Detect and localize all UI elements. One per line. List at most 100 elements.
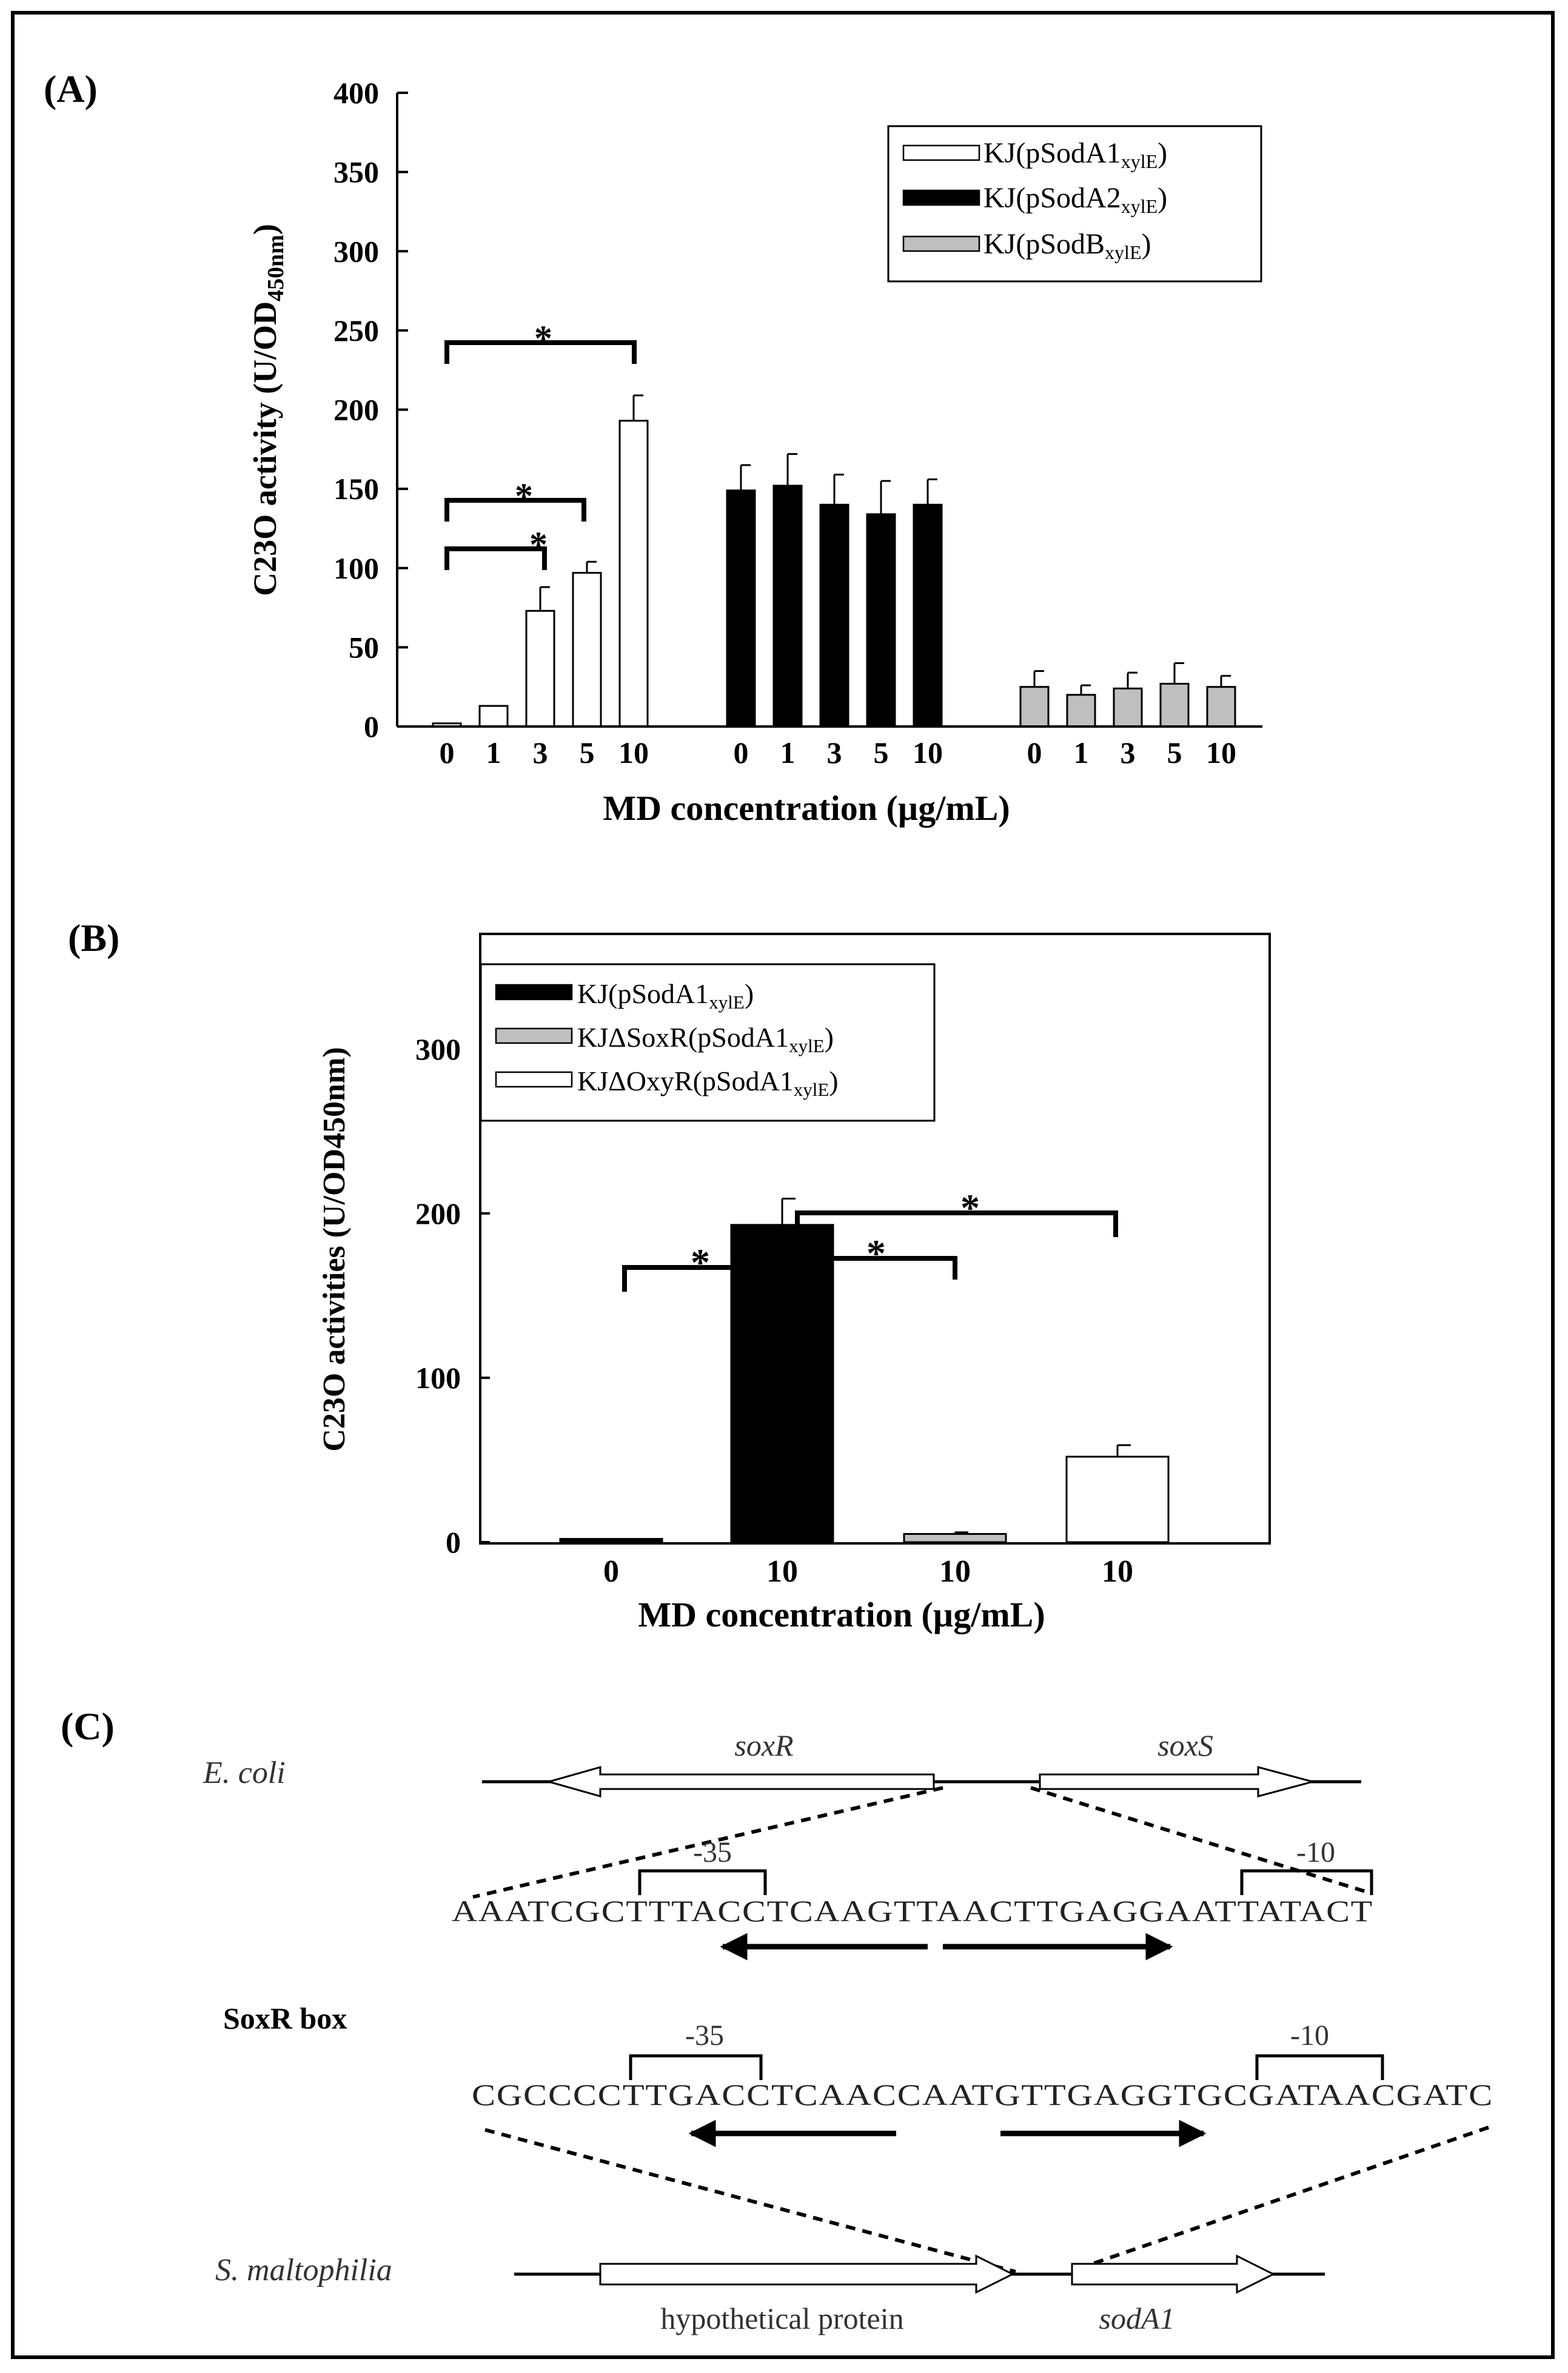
bar-a-0-4	[618, 420, 649, 728]
sig-star-0-3: *	[529, 525, 548, 565]
y-tick-label-a-6: 300	[333, 234, 379, 268]
y-tick-label-a-7: 350	[333, 155, 379, 189]
legend-label-sodA1: KJ(pSodA1xylE)	[983, 137, 1167, 172]
sig-star-0-5: *	[515, 476, 533, 516]
smalt-zoom-line-right	[1076, 2126, 1489, 2271]
sig-star-0-10: *	[534, 318, 552, 358]
ecoli-zoom-line-left	[472, 1786, 943, 1899]
panel-b-x-ticks: 0 10 10 10	[603, 1554, 1133, 1589]
smalt-promoter-sequence: CGCCCCTTGACCTCAACCAATGTTGAGGTGCGATAACGAT…	[472, 2078, 1493, 2112]
y-tick-label-a-1: 50	[349, 630, 379, 664]
x-tick-label-a-1-0: 0	[734, 736, 749, 770]
panel-b-bars	[559, 1197, 1170, 1543]
smalt-minus35-label: -35	[685, 2019, 724, 2052]
ecoli-minus10-label: -10	[1296, 1836, 1335, 1868]
bar-a-0-3	[572, 572, 602, 728]
x-tick-label-b-1: 10	[766, 1554, 798, 1589]
panel-a-x-ticks: 0 1 3 5 10 0 1 3 5 10 0 1 3 5 10	[440, 736, 1237, 770]
smalt-zoom-line-left	[484, 2128, 1016, 2274]
sig-bracket-b-soxr	[795, 1256, 957, 1280]
bar-b-0	[559, 1538, 663, 1543]
panel-b-y-ticks: 0 100 200 300	[415, 1032, 490, 1559]
panel-a-label: (A)	[44, 67, 98, 110]
x-tick-label-a-2-2: 3	[1121, 736, 1136, 770]
legend-swatch-kj	[495, 984, 573, 1001]
sodA1-label: sodA1	[1099, 2301, 1175, 2335]
hypothetical-protein-gene-arrow	[599, 2254, 1015, 2294]
x-tick-label-a-1-1: 1	[780, 736, 796, 770]
y-tick-label-a-4: 200	[333, 393, 379, 427]
y-tick-label-a-8: 400	[333, 76, 379, 110]
bar-a-2-1	[1066, 694, 1096, 728]
soxR-label: soxR	[734, 1728, 793, 1762]
bar-a-0-1	[478, 705, 509, 728]
x-tick-label-a-1-4: 10	[913, 736, 943, 770]
panel-a-legend: KJ(pSodA1xylE) KJ(pSodA2xylE) KJ(pSodBxy…	[887, 125, 1262, 283]
x-tick-label-a-2-4: 10	[1206, 736, 1236, 770]
x-tick-label-b-2: 10	[939, 1554, 971, 1589]
legend-label-oxyr: KJΔOxyR(pSodA1xylE)	[577, 1066, 839, 1100]
panel-b-plot-frame	[479, 933, 1271, 1545]
legend-label-kj: KJ(pSodA1xylE)	[577, 978, 754, 1013]
sig-bracket-0-3	[444, 546, 547, 570]
sig-bracket-b-0-10	[622, 1265, 785, 1292]
panel-b-x-label: MD concentration (µg/mL)	[638, 1595, 1045, 1634]
x-tick-label-a-0-0: 0	[440, 736, 455, 770]
x-tick-label-a-2-3: 5	[1167, 736, 1182, 770]
figure-frame	[11, 11, 1555, 2359]
x-tick-label-b-0: 0	[603, 1554, 619, 1589]
y-tick-label-b-3: 300	[415, 1032, 461, 1066]
x-tick-label-a-1-3: 5	[874, 736, 889, 770]
bar-b-2	[903, 1532, 1007, 1543]
y-tick-label-b-0: 0	[446, 1525, 461, 1559]
bar-a-1-0	[726, 489, 756, 728]
x-tick-label-a-0-3: 5	[580, 736, 595, 770]
soxS-gene-arrow	[1039, 1766, 1316, 1797]
ecoli-label: E. coli	[203, 1756, 286, 1790]
y-tick-label-b-1: 100	[415, 1361, 461, 1395]
smalt-label: S. maltophilia	[215, 2253, 392, 2287]
x-tick-label-a-2-1: 1	[1074, 736, 1089, 770]
legend-swatch-sodA2	[902, 189, 980, 206]
x-tick-label-a-0-1: 1	[486, 736, 501, 770]
y-tick-label-b-2: 200	[415, 1197, 461, 1230]
bar-a-1-4	[913, 503, 943, 728]
smalt-minus10-bracket	[1255, 2054, 1384, 2080]
x-tick-label-a-1-2: 3	[827, 736, 842, 770]
x-tick-label-b-3: 10	[1102, 1554, 1133, 1589]
bar-a-2-3	[1159, 682, 1190, 728]
legend-label-sodA2: KJ(pSodA2xylE)	[983, 182, 1167, 217]
ecoli-minus10-bracket	[1240, 1869, 1373, 1895]
bar-a-1-2	[819, 503, 849, 728]
soxS-label: soxS	[1158, 1728, 1213, 1762]
panel-b-legend: KJ(pSodA1xylE) KJΔSoxR(pSodA1xylE) KJΔOx…	[480, 963, 936, 1122]
legend-label-sodB: KJ(pSodBxylE)	[983, 228, 1151, 263]
panel-a-x-label: MD concentration (µg/mL)	[603, 788, 1010, 828]
soxR-gene-arrow	[545, 1766, 935, 1797]
soxr-box-label: SoxR box	[223, 2001, 347, 2035]
bar-a-2-4	[1206, 686, 1236, 728]
panel-c-label: (C)	[61, 1705, 115, 1748]
y-tick-label-a-2: 100	[333, 551, 379, 585]
smalt-minus35-bracket	[629, 2054, 763, 2080]
hypothetical-protein-label: hypothetical protein	[660, 2301, 903, 2335]
ecoli-minus35-bracket	[638, 1869, 767, 1895]
x-tick-label-a-0-4: 10	[618, 736, 649, 770]
bar-a-2-2	[1113, 687, 1143, 728]
bar-a-1-1	[772, 485, 803, 728]
legend-swatch-sodA1	[902, 144, 980, 161]
sodA1-gene-arrow	[1071, 2254, 1276, 2294]
sig-star-b-oxyr: *	[960, 1186, 980, 1229]
legend-swatch-oxyr	[495, 1071, 573, 1088]
ecoli-zoom-line-right	[1030, 1786, 1368, 1894]
panel-c: (C) E. coli soxR soxS -35 -10 AAATCGCTTT…	[61, 1705, 1493, 2335]
panel-a-y-label: C23O activity (U/OD450nm)	[247, 224, 289, 596]
bar-a-0-2	[525, 609, 555, 728]
bar-a-2-0	[1019, 686, 1050, 728]
y-tick-label-a-0: 0	[364, 710, 379, 743]
legend-label-soxr: KJΔSoxR(pSodA1xylE)	[577, 1022, 834, 1056]
bar-a-1-3	[866, 513, 896, 728]
panel-b-y-label: C23O activities (U/OD450nm)	[317, 1047, 352, 1451]
